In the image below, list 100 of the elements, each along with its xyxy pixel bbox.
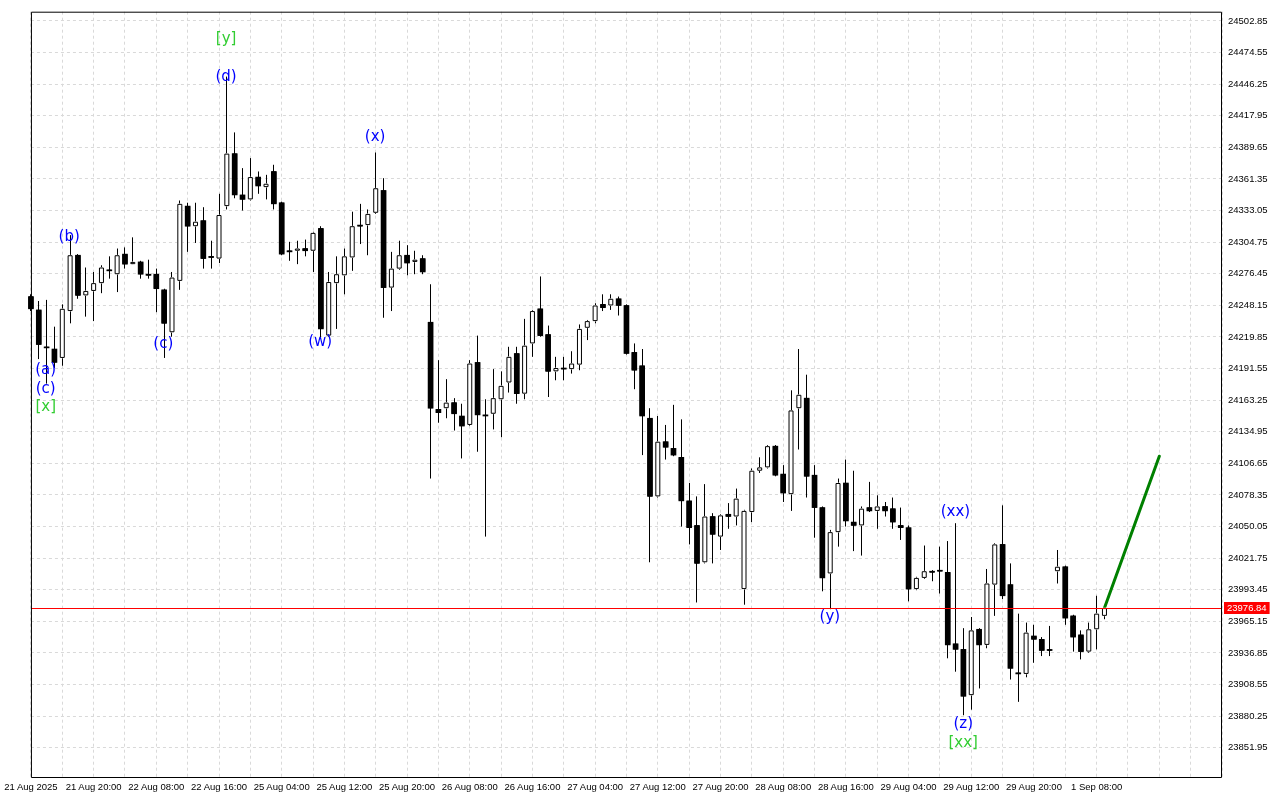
y-tick-label: 24446.25 <box>1228 77 1268 89</box>
candlestick <box>427 283 434 480</box>
candlestick <box>897 507 904 541</box>
candlestick <box>702 483 708 564</box>
candlestick <box>169 271 175 338</box>
candlestick <box>819 505 826 592</box>
candlestick <box>545 325 551 398</box>
x-tick-label: 26 Aug 16:00 <box>504 781 561 793</box>
y-tick-label: 24389.65 <box>1228 140 1268 152</box>
candlestick <box>192 202 199 244</box>
candlestick <box>349 211 356 272</box>
candlestick <box>59 303 66 367</box>
candlestick <box>1093 595 1100 650</box>
candlestick <box>1085 622 1092 654</box>
candlestick <box>999 504 1006 600</box>
candlestick <box>694 495 700 603</box>
candlestick <box>1062 565 1069 626</box>
annotation: (c) <box>35 378 56 397</box>
candlestick <box>662 424 669 461</box>
candlestick <box>670 404 677 457</box>
annotation: (w) <box>308 331 333 350</box>
annotation: (b) <box>58 226 80 245</box>
candlestick <box>513 346 520 405</box>
candlestick <box>921 545 928 580</box>
candlestick <box>803 374 810 499</box>
candlestick <box>984 568 990 649</box>
x-tick-label: 29 Aug 12:00 <box>943 781 1000 793</box>
candlestick <box>568 350 575 375</box>
candlestick <box>333 255 340 330</box>
candlestick <box>858 505 865 557</box>
candlestick <box>678 418 685 528</box>
y-tick-label: 23965.15 <box>1228 614 1268 626</box>
x-tick-label: 27 Aug 12:00 <box>629 781 686 793</box>
candlestick <box>98 264 105 294</box>
y-tick-label: 24276.45 <box>1228 267 1268 279</box>
candlestick <box>741 509 747 606</box>
x-tick-label: 26 Aug 08:00 <box>441 781 498 793</box>
candlestick <box>412 250 418 275</box>
candlestick <box>584 319 591 341</box>
candlestick <box>991 542 998 617</box>
annotation: (z) <box>953 713 973 732</box>
x-tick-label: 22 Aug 08:00 <box>128 781 185 793</box>
candlestick <box>905 524 912 602</box>
candlestick <box>647 407 653 563</box>
candlestick <box>521 318 528 400</box>
candlestick <box>459 403 465 459</box>
candlestick <box>388 251 395 312</box>
y-tick-label: 24021.75 <box>1228 551 1268 563</box>
candlestick <box>82 267 89 318</box>
candlestick <box>850 470 857 552</box>
y-tick-label: 23880.25 <box>1228 709 1268 721</box>
x-tick-label: 27 Aug 04:00 <box>567 781 624 793</box>
x-tick-label: 28 Aug 16:00 <box>817 781 874 793</box>
candlestick <box>866 481 873 513</box>
y-tick-label: 24304.75 <box>1228 235 1268 247</box>
candlestick <box>749 467 755 523</box>
candlestick <box>553 356 559 381</box>
x-tick-label: 1 Sep 08:00 <box>1071 781 1123 793</box>
candlestick <box>122 246 128 270</box>
annotation: [xx] <box>948 732 978 751</box>
candlestick <box>372 152 379 215</box>
x-tick-label: 25 Aug 04:00 <box>253 781 310 793</box>
candlestick <box>592 302 598 324</box>
candlestick <box>1031 624 1037 664</box>
x-tick-label: 28 Aug 08:00 <box>755 781 812 793</box>
y-tick-label: 24502.85 <box>1228 14 1268 26</box>
candlestick <box>294 240 301 265</box>
x-tick-label: 25 Aug 20:00 <box>379 781 436 793</box>
annotation: [x] <box>35 396 56 415</box>
candlestick <box>1007 562 1014 681</box>
candlestick <box>153 268 160 313</box>
candlestick <box>474 335 481 453</box>
candlestick <box>654 415 661 499</box>
candlestick <box>1038 636 1045 657</box>
y-tick-label: 24106.65 <box>1228 456 1268 468</box>
annotation: (xx) <box>940 501 971 520</box>
candlestick <box>733 488 739 526</box>
candlestick <box>231 131 238 199</box>
y-tick-label: 23851.95 <box>1228 741 1268 753</box>
candlestick <box>576 323 583 371</box>
candlestick <box>239 167 246 212</box>
candlestick <box>498 370 504 438</box>
candlestick <box>247 157 254 202</box>
candlestick <box>443 378 450 419</box>
candlestick <box>623 303 630 356</box>
candlestick <box>631 342 638 390</box>
candlestick <box>874 494 881 530</box>
x-tick-label: 25 Aug 12:00 <box>316 781 373 793</box>
candlestick <box>615 296 622 317</box>
candlestick <box>944 540 951 659</box>
y-tick-label: 24333.05 <box>1228 204 1268 216</box>
candlestick <box>1023 622 1029 678</box>
x-tick-label: 27 Aug 20:00 <box>692 781 749 793</box>
x-tick-label: 21 Aug 20:00 <box>65 781 122 793</box>
candlestick <box>764 444 771 469</box>
y-tick-label: 24191.55 <box>1228 362 1268 374</box>
y-tick-label: 23993.45 <box>1228 583 1268 595</box>
candlestick <box>725 502 732 530</box>
candlestick <box>709 512 716 564</box>
candlestick <box>890 497 896 530</box>
